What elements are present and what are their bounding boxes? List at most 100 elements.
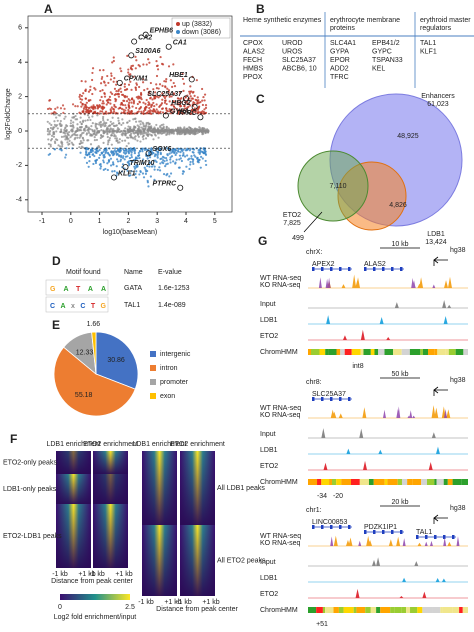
up-point: [105, 103, 108, 106]
slice-label: 30.86: [107, 357, 125, 364]
exon: [373, 530, 376, 534]
up-point: [176, 100, 179, 103]
up-point: [155, 108, 158, 111]
up-point: [79, 97, 82, 101]
up-point: [157, 112, 160, 115]
point: [109, 120, 112, 123]
track-label: ChromHMM: [260, 349, 298, 356]
point: [126, 129, 129, 133]
track-label: ChromHMM: [260, 479, 298, 486]
point: [102, 119, 105, 122]
up-point: [117, 93, 121, 96]
point: [54, 107, 57, 110]
up-point: [106, 74, 109, 78]
point: [96, 129, 99, 133]
chromhmm-state: [393, 349, 402, 355]
up-point: [130, 65, 133, 68]
down-point: [141, 150, 144, 153]
up-point: [189, 104, 192, 107]
point: [146, 133, 149, 136]
up-point: [137, 97, 140, 100]
row-label: All LDB1 peaks: [217, 485, 265, 492]
gene-marker: [182, 95, 189, 102]
point: [84, 119, 87, 122]
point: [121, 139, 124, 142]
down-point: [203, 148, 206, 151]
down-point: [104, 151, 107, 155]
chromhmm-state: [410, 607, 418, 613]
pie-slice: [53, 346, 136, 417]
down-point: [89, 151, 92, 154]
down-point: [133, 167, 137, 170]
up-point: [150, 112, 153, 115]
point: [78, 129, 81, 132]
up-point: [151, 109, 154, 113]
table-cell: SLC4A1: [330, 40, 356, 47]
logo-letter: A: [60, 303, 65, 310]
up-point: [189, 85, 192, 88]
point: [157, 136, 160, 139]
point: [118, 130, 121, 134]
motif-name: TAL1: [124, 302, 140, 309]
point: [139, 140, 142, 143]
up-point: [132, 75, 135, 78]
down-point: [98, 148, 101, 152]
up-point: [113, 77, 116, 80]
point: [49, 139, 53, 142]
up-point: [165, 95, 168, 98]
direction-arrow: [433, 386, 448, 396]
up-point: [110, 72, 113, 75]
up-point: [87, 111, 90, 114]
down-point: [169, 156, 172, 159]
gene-marker: [165, 43, 172, 50]
gene-label: HBE1: [169, 72, 188, 79]
point: [124, 127, 127, 130]
legend-label: up (3832): [182, 21, 212, 28]
up-point: [156, 110, 160, 113]
point: [46, 130, 49, 133]
chromhmm-state: [421, 479, 428, 485]
chromhmm-state: [331, 479, 337, 485]
up-point: [164, 107, 168, 110]
chromhmm-state: [397, 479, 402, 485]
down-point: [186, 148, 189, 151]
up-point: [167, 91, 170, 94]
up-point: [123, 85, 126, 88]
point: [111, 128, 114, 131]
up-point: [120, 111, 123, 114]
up-point: [109, 91, 112, 94]
down-point: [177, 150, 180, 153]
point: [63, 107, 66, 110]
gene-name: ALAS2: [364, 261, 386, 268]
table-header: proteins: [330, 25, 355, 32]
legend-swatch: [150, 365, 156, 371]
chromhmm-state: [401, 479, 408, 485]
exon: [330, 267, 333, 271]
down-point: [185, 165, 188, 168]
point: [137, 127, 141, 130]
signal-peaks: [355, 588, 427, 598]
point: [105, 127, 109, 130]
up-point: [149, 96, 152, 99]
up-point: [80, 98, 84, 101]
up-point: [81, 110, 84, 113]
track-label: ChromHMM: [260, 607, 298, 614]
up-point: [153, 96, 157, 100]
chromhmm-state: [432, 607, 441, 613]
down-point: [153, 165, 156, 168]
down-point: [169, 161, 172, 164]
point: [71, 124, 74, 127]
track-label: LDB1: [260, 447, 278, 454]
chromhmm-state: [316, 607, 323, 613]
point: [79, 129, 83, 132]
up-point: [201, 110, 204, 113]
point: [83, 156, 86, 159]
down-point: [121, 156, 125, 160]
down-point: [139, 170, 142, 174]
chromhmm-state: [380, 607, 391, 613]
up-point: [145, 63, 148, 66]
up-point: [128, 99, 131, 102]
point: [198, 126, 201, 129]
up-point: [161, 111, 165, 114]
